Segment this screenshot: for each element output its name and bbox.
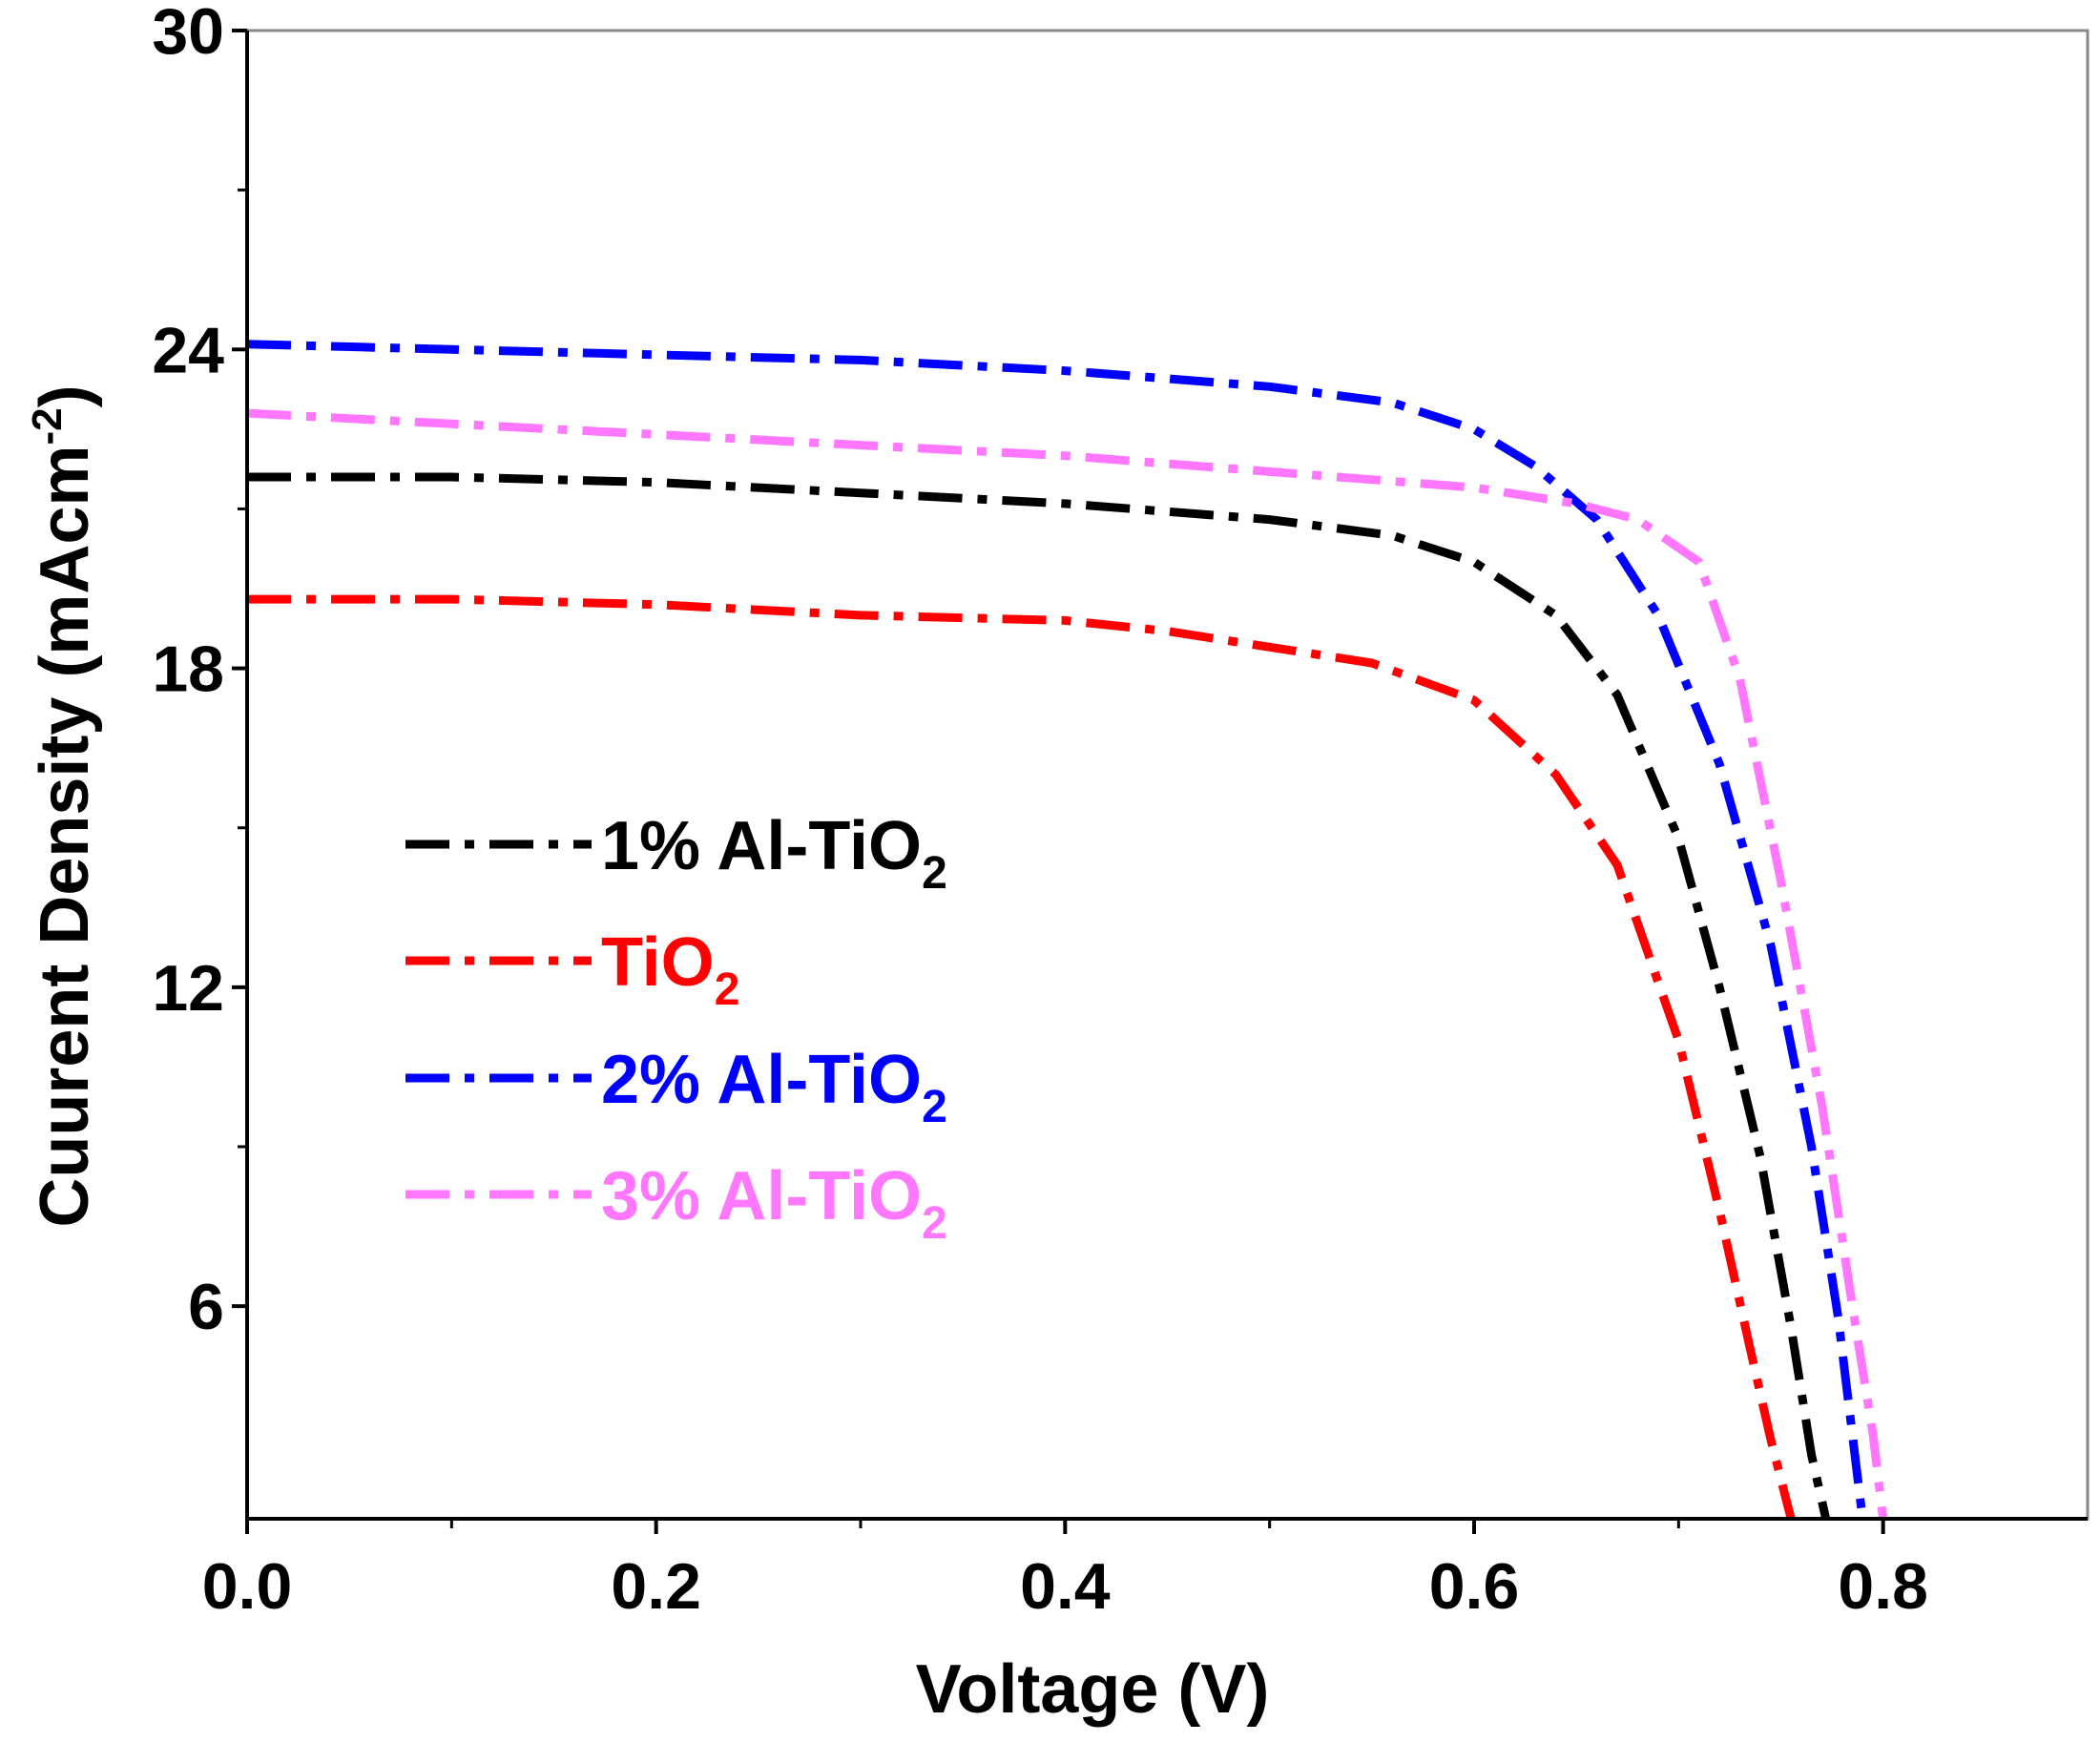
y-tick-label: 24 <box>152 314 224 386</box>
legend-label-subscript: 2 <box>922 848 947 899</box>
series-line-2 <box>247 594 1796 1521</box>
x-tick-label: 0.4 <box>1020 1550 1111 1623</box>
y-tick-label: 18 <box>152 633 224 706</box>
legend-label-subscript: 2 <box>715 964 740 1015</box>
legend-label-3: 2% Al-TiO2 <box>601 1042 947 1132</box>
legend-label-subscript: 2 <box>922 1198 947 1249</box>
legend-label-subscript: 2 <box>922 1082 947 1132</box>
legend-label-main: 3% Al-TiO <box>601 1158 922 1234</box>
x-tick-label: 0.2 <box>611 1550 701 1623</box>
y-tick-label: 30 <box>152 0 224 68</box>
legend-label-4: 3% Al-TiO2 <box>601 1158 947 1249</box>
y-axis-title-superscript: -2 <box>24 407 71 445</box>
legend-label-main: 1% Al-TiO <box>601 808 922 884</box>
series-line-4 <box>246 408 1888 1520</box>
legend-label-2: TiO2 <box>601 924 739 1015</box>
x-tick-label: 0.0 <box>202 1550 293 1623</box>
legend-label-1: 1% Al-TiO2 <box>601 808 947 899</box>
legend-label-main: TiO <box>601 924 715 1001</box>
series-layer <box>246 340 1888 1521</box>
legend-label-main: 2% Al-TiO <box>601 1042 922 1118</box>
x-tick-label: 0.8 <box>1838 1550 1928 1623</box>
y-tick-label: 12 <box>152 952 224 1025</box>
y-axis-title: Cuurent Density (mAcm-2) <box>24 384 103 1227</box>
y-axis-title-main: Cuurent Density (mAcm <box>27 445 103 1227</box>
series-line-3 <box>246 340 1867 1520</box>
y-axis-title-close: ) <box>27 384 103 407</box>
axes-layer: 0.0 0.2 0.4 0.6 0.8 6 12 18 24 30 <box>152 0 2088 1623</box>
y-tick-label: 6 <box>188 1271 224 1343</box>
x-axis-title: Voltage (V) <box>916 1651 1270 1728</box>
x-tick-label: 0.6 <box>1429 1550 1520 1623</box>
series-line-1 <box>247 472 1831 1520</box>
